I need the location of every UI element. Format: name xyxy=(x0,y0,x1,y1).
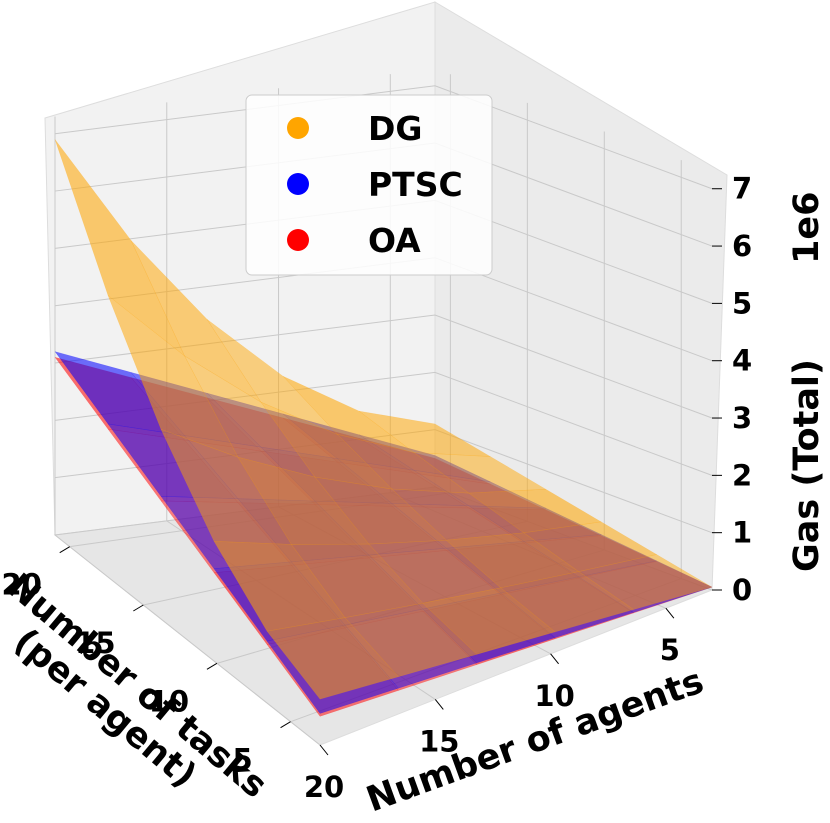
agents-tick-mark xyxy=(550,653,559,665)
tasks-tick-label: 5 xyxy=(232,743,252,777)
legend-label-dg: DG xyxy=(368,109,422,148)
legend-label-oa: OA xyxy=(368,221,421,260)
agents-gridline xyxy=(54,116,321,746)
agents-tick-mark xyxy=(665,607,675,619)
tasks-gridline xyxy=(290,160,682,723)
agents-tick-label: 20 xyxy=(304,770,344,804)
agents-tick-label: 15 xyxy=(419,724,459,758)
tasks-tick-label: 20 xyxy=(2,568,42,602)
z-tick-label: 0 xyxy=(732,573,752,607)
legend-marker-ptsc xyxy=(287,173,309,195)
agents-tick-label: 10 xyxy=(534,679,574,713)
dg-facet xyxy=(282,375,415,453)
tasks-tick-label: 10 xyxy=(149,684,189,718)
z-tick-label: 5 xyxy=(732,286,752,320)
dg-surface xyxy=(54,139,713,700)
tasks-tick-mark xyxy=(133,604,144,612)
z-tick-label: 4 xyxy=(732,344,752,378)
tasks-tick-mark xyxy=(59,546,70,554)
z-axis-label: Gas (Total) xyxy=(787,359,827,572)
axis-ticks: 0 1 2 3 4 5 6 7 5 10 15 20 5 10 15 20 xyxy=(2,172,753,804)
agents-tick-mark xyxy=(319,744,329,756)
z-tick-label: 6 xyxy=(732,229,752,263)
z-tick-label: 3 xyxy=(732,401,752,435)
legend-marker-dg xyxy=(287,117,309,139)
tasks-tick-mark xyxy=(280,721,291,729)
z-tick-label: 1 xyxy=(732,516,752,550)
legend: DG PTSC OA xyxy=(245,94,493,276)
z-tick-label: 2 xyxy=(732,458,752,492)
legend-frame xyxy=(245,94,493,276)
legend-label-ptsc: PTSC xyxy=(368,165,463,204)
z-scale-label: 1e6 xyxy=(787,192,827,264)
dg-facet xyxy=(213,541,346,632)
agents-tick-label: 5 xyxy=(660,633,680,667)
z-gridline xyxy=(54,85,713,190)
legend-marker-oa xyxy=(287,229,309,251)
agents-tick-mark xyxy=(434,699,444,710)
tasks-tick-mark xyxy=(206,662,218,670)
z-tick-label: 7 xyxy=(732,172,752,206)
dg-facet xyxy=(54,139,185,357)
tasks-tick-label: 15 xyxy=(75,626,115,660)
